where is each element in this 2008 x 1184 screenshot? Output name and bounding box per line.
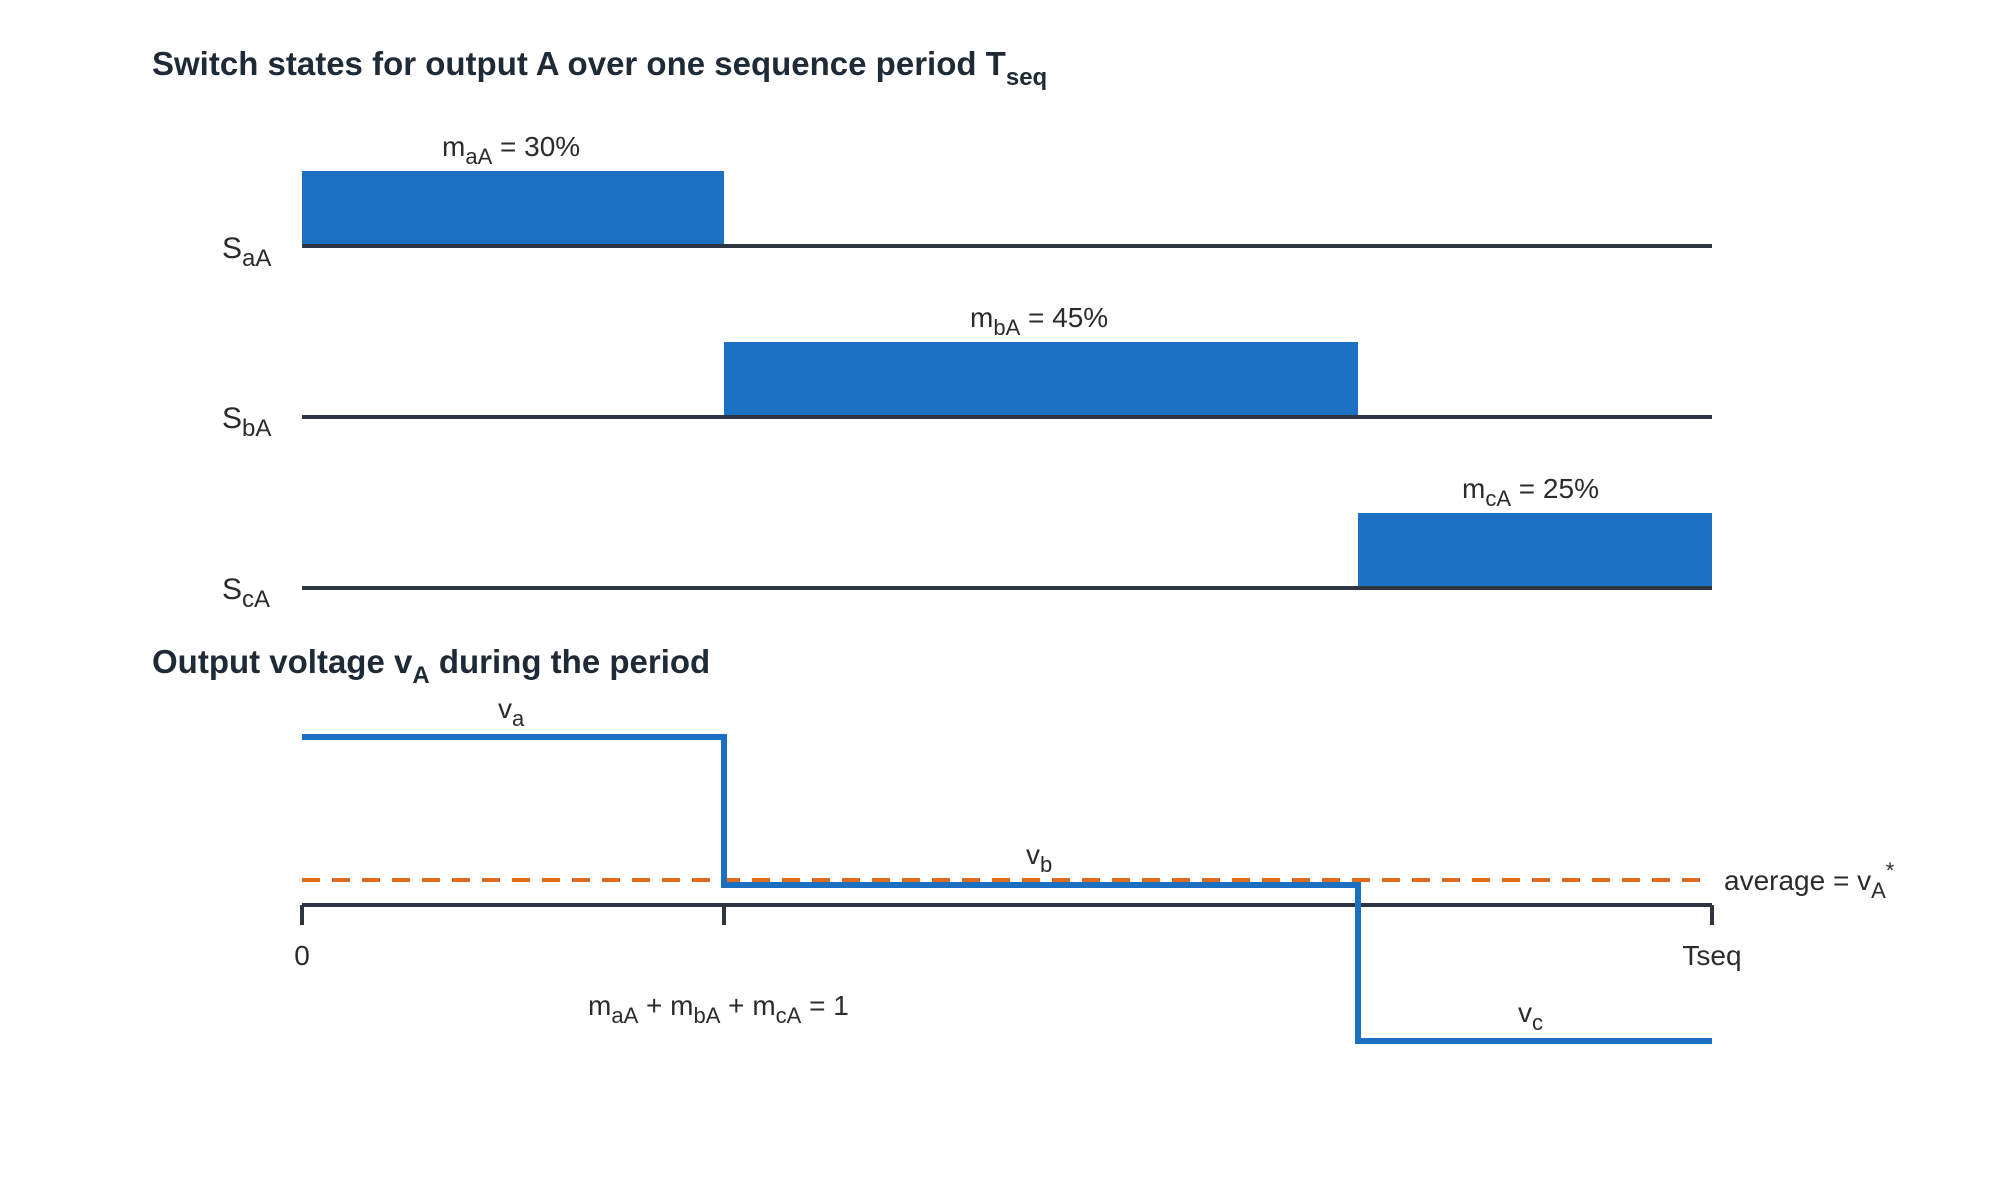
average-label: average = vA* <box>1724 858 1895 903</box>
switch-label-sca: ScA <box>222 573 270 613</box>
duty-label-maa: maA = 30% <box>442 131 580 169</box>
voltage-section-title: Output voltage vA during the period <box>152 643 710 689</box>
duty-sum-equation: maA + mbA + mcA = 1 <box>588 990 849 1028</box>
switch-row-saa: SaA maA = 30% <box>222 131 1712 272</box>
time-axis: 0 Tseq <box>294 903 1742 971</box>
switch-bar-sba <box>724 342 1358 418</box>
switch-row-sca: ScA mcA = 25% <box>222 473 1712 613</box>
segment-label-vb: vb <box>1026 839 1052 877</box>
duty-label-mca: mcA = 25% <box>1462 473 1599 511</box>
axis-label-start: 0 <box>294 940 310 971</box>
switch-label-sba: SbA <box>222 402 271 442</box>
segment-label-vc: vc <box>1518 997 1543 1035</box>
segment-label-va: va <box>498 693 525 731</box>
switch-row-sba: SbA mbA = 45% <box>222 302 1712 442</box>
switch-bar-saa <box>302 171 724 247</box>
axis-label-end: Tseq <box>1682 940 1741 971</box>
diagram-title: Switch states for output A over one sequ… <box>152 45 1047 91</box>
switch-bar-sca <box>1358 513 1712 589</box>
switch-label-saa: SaA <box>222 232 271 272</box>
duty-label-mba: mbA = 45% <box>970 302 1108 340</box>
voltage-waveform <box>302 734 1712 1044</box>
